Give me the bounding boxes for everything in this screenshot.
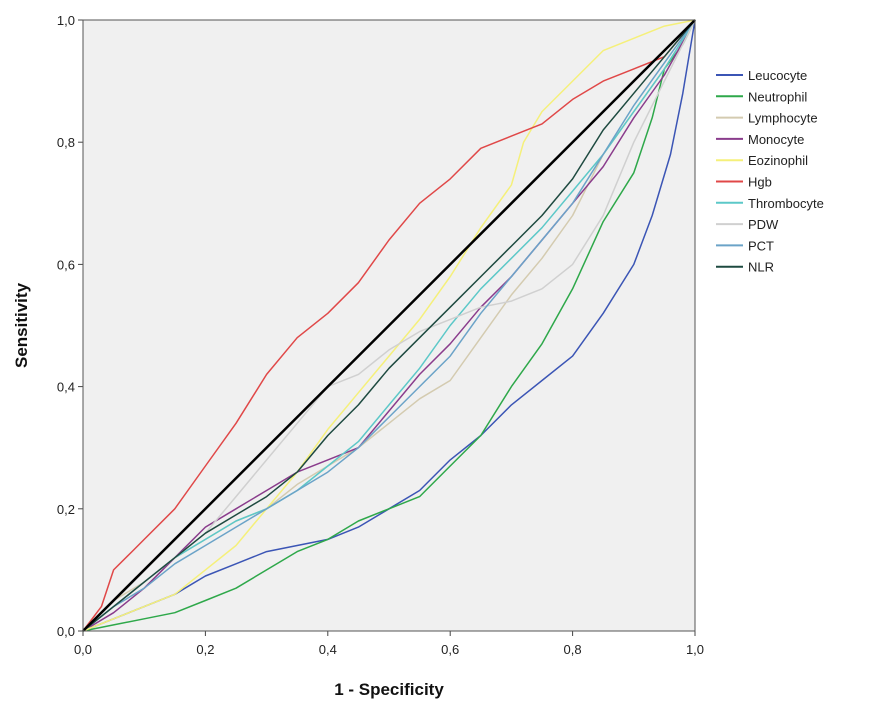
x-tick-label: 0,4	[319, 642, 337, 657]
series-line-pct	[82, 19, 696, 632]
y-tick-label: 0,8	[57, 135, 75, 150]
series-line-monocyte	[82, 19, 696, 632]
series-lines	[82, 19, 696, 632]
axis-ticks: 0,0 0,2 0,4 0,6 0,8 1,0 0,0 0,2 0,4 0,6 0,8 1,0	[57, 13, 704, 657]
series-line-neutrophil	[82, 19, 696, 632]
legend-label-hgb: Hgb	[748, 175, 772, 190]
legend-label-lymphocyte: Lymphocyte	[748, 111, 818, 126]
reference-diagonal-line	[82, 19, 696, 632]
legend-label-pdw: PDW	[748, 217, 779, 232]
y-tick-label: 0,4	[57, 380, 75, 395]
x-tick-label: 1,0	[686, 642, 704, 657]
series-line-thrombocyte	[82, 19, 696, 632]
series-line-nlr	[82, 19, 696, 632]
series-line-hgb	[82, 19, 696, 632]
x-tick-label: 0,0	[74, 642, 92, 657]
legend-label-leucocyte: Leucocyte	[748, 68, 807, 83]
x-tick-label: 0,8	[564, 642, 582, 657]
x-tick-label: 0,6	[441, 642, 459, 657]
y-axis-title: Sensitivity	[12, 282, 31, 368]
y-tick-label: 0,2	[57, 502, 75, 517]
legend-label-thrombocyte: Thrombocyte	[748, 196, 824, 211]
y-tick-label: 1,0	[57, 13, 75, 28]
y-tick-label: 0,6	[57, 257, 75, 272]
legend-label-neutrophil: Neutrophil	[748, 89, 807, 104]
legend-label-eozinophil: Eozinophil	[748, 153, 808, 168]
legend: Leucocyte Neutrophil Lymphocyte Monocyte Eoz…	[716, 68, 824, 275]
legend-label-pct: PCT	[748, 238, 774, 253]
series-line-leucocyte	[82, 19, 696, 632]
plot-border	[82, 19, 696, 632]
series-line-eozinophil	[82, 19, 696, 632]
legend-label-nlr: NLR	[748, 260, 774, 275]
x-tick-label: 0,2	[196, 642, 214, 657]
y-tick-label: 0,0	[57, 624, 75, 639]
legend-label-monocyte: Monocyte	[748, 132, 804, 147]
x-axis-title: 1 - Specificity	[334, 680, 444, 699]
